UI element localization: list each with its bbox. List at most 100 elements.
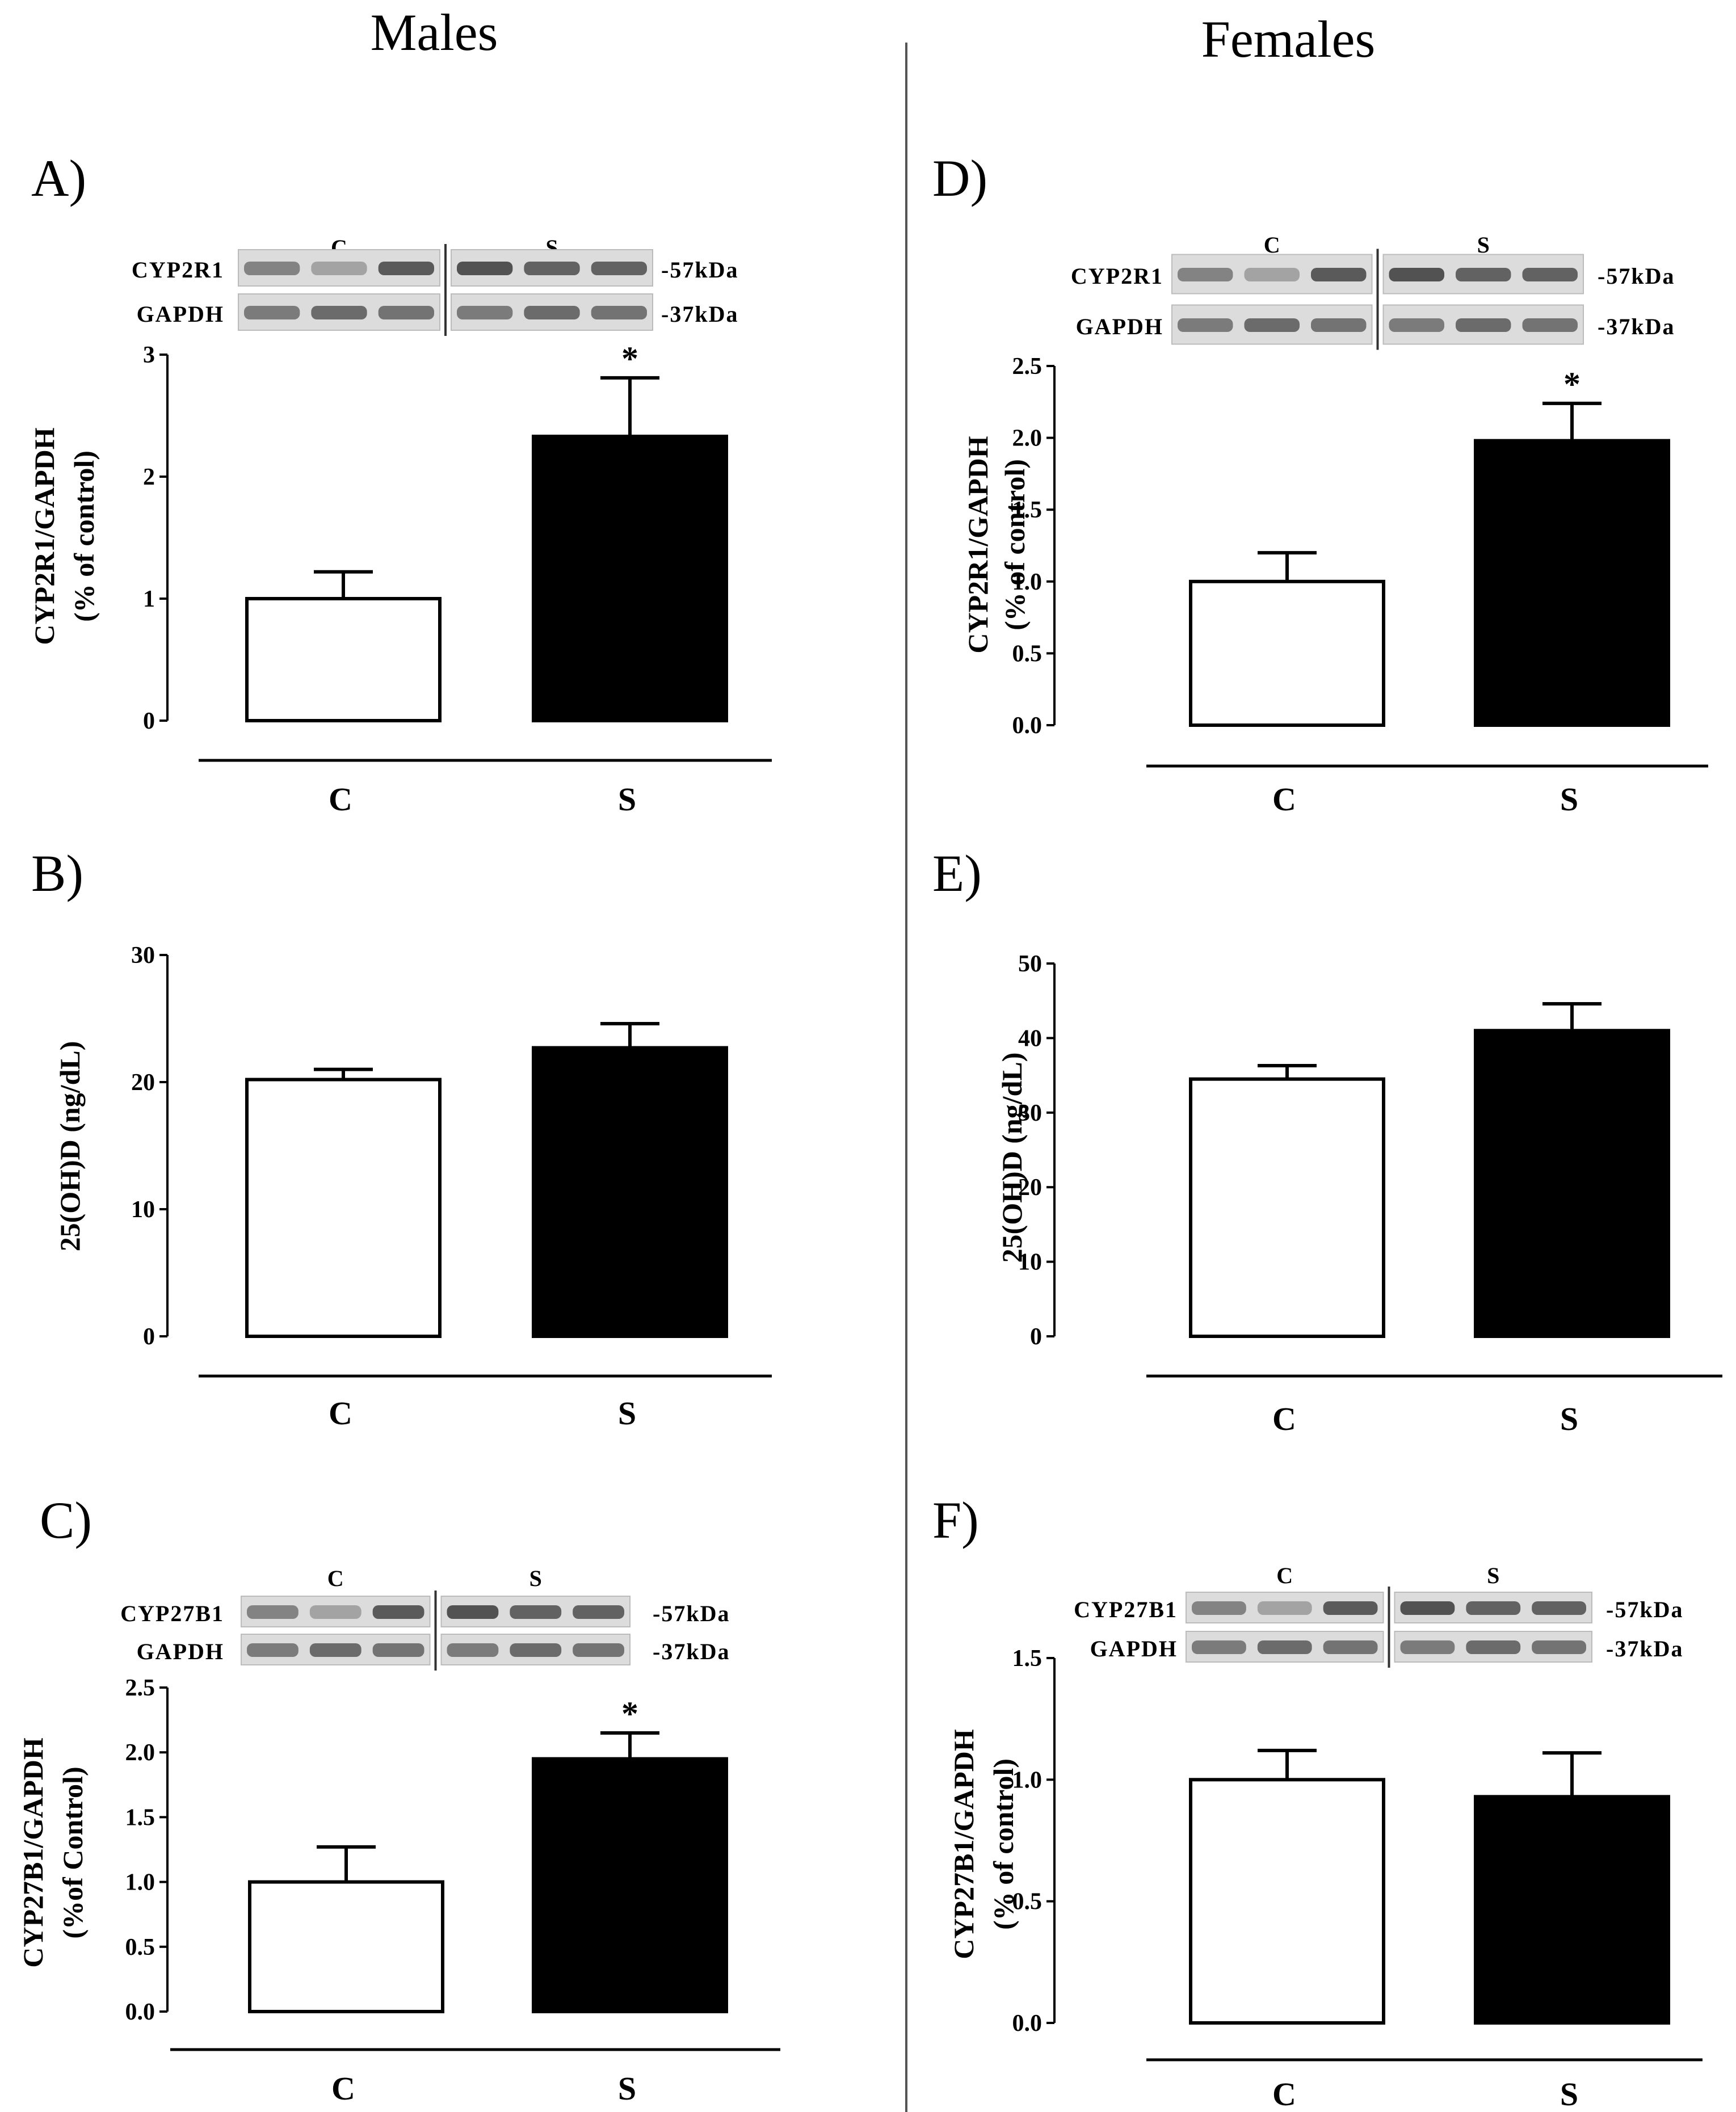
y-tick-label: 30 [131, 943, 155, 969]
y-tick-label: 0 [143, 708, 155, 734]
panel-c: C) 0.0 0.5 1.0 1.5 2.0 2.5 CYP27B1/GAPDH (%of Co… [17, 1491, 780, 2107]
bar-s [1474, 439, 1670, 727]
y-tick-label: 0.0 [125, 1999, 155, 2025]
blot-kda-label: -37kDa [1606, 1636, 1683, 1661]
category-label: S [618, 1395, 636, 1432]
panel-f: F) 0.0 0.5 1.0 1.5 CYP27B1/GAPDH (% of control… [932, 1491, 1703, 2112]
blot-band [1532, 1601, 1586, 1615]
blot-band [372, 1643, 424, 1657]
blot-band [591, 262, 647, 275]
blot-band [1192, 1640, 1246, 1654]
panel-b: B) 0 10 20 30 25(OH)D (ng/dL) C S [31, 844, 772, 1432]
blot-band [1466, 1601, 1521, 1615]
category-label: C [1272, 1400, 1296, 1437]
y-axis-title: (% of control) [987, 1758, 1019, 1930]
category-label: C [1272, 781, 1296, 818]
blot-band [1257, 1601, 1312, 1615]
blot-band [1456, 268, 1511, 281]
panel-label: D) [932, 149, 987, 207]
blot-band [1323, 1601, 1378, 1615]
blot-band [1244, 318, 1300, 332]
panel-label: F) [932, 1491, 979, 1549]
y-tick-label: 0.0 [1012, 2010, 1043, 2037]
bar-c [1189, 579, 1385, 727]
blot-band [1257, 1640, 1312, 1654]
significance-marker: * [621, 1695, 638, 1732]
blot-band [447, 1643, 499, 1657]
blot-row-label: GAPDH [137, 1639, 224, 1664]
blot-group-label: C [1264, 232, 1280, 258]
y-tick-label: 1.0 [1012, 1767, 1043, 1793]
western-blot: C S CYP27B1 -57kDa GAPDH -37kDa [120, 1566, 730, 1671]
category-label: C [1272, 2076, 1296, 2112]
category-label: S [618, 781, 636, 818]
y-axis-title: 25(OH)D (ng/dL) [54, 1041, 86, 1252]
blot-group-label: S [1487, 1563, 1499, 1588]
y-axis-title: CYP27B1/GAPDH [948, 1729, 980, 1959]
bar-s [1474, 1029, 1670, 1338]
blot-band [591, 306, 647, 319]
blot-band [1178, 268, 1233, 281]
y-tick-label: 1 [143, 586, 155, 612]
blot-group-label: C [327, 1566, 344, 1591]
y-tick-label: 20 [1018, 1175, 1042, 1201]
blot-band [573, 1605, 624, 1619]
males-column-title: Males [371, 3, 498, 61]
bar-c [1189, 1778, 1385, 2025]
blot-row-label: CYP2R1 [132, 257, 224, 283]
y-tick-label: 2 [143, 464, 155, 490]
y-tick-label: 50 [1018, 951, 1042, 977]
blot-band [309, 1605, 362, 1619]
blot-band [244, 262, 300, 275]
panel-label: C) [40, 1491, 92, 1549]
bar-c [245, 1078, 442, 1339]
blot-band [1532, 1640, 1586, 1654]
y-tick-label: 0 [1030, 1324, 1042, 1350]
blot-band [510, 1643, 562, 1657]
y-tick-label: 10 [131, 1197, 155, 1223]
blot-row-label: GAPDH [1090, 1636, 1178, 1661]
blot-band [573, 1643, 624, 1657]
y-tick-label: 40 [1018, 1025, 1042, 1051]
western-blot: C S CYP27B1 -57kDa GAPDH -37kDa [1074, 1563, 1683, 1668]
blot-row-label: GAPDH [137, 301, 224, 327]
blot-kda-label: -57kDa [653, 1601, 730, 1626]
blot-band [1400, 1601, 1455, 1615]
y-tick-label: 2.0 [125, 1740, 155, 1766]
blot-row-label: CYP2R1 [1071, 263, 1163, 289]
blot-kda-label: -37kDa [1598, 314, 1675, 339]
blot-row-label: GAPDH [1076, 314, 1163, 339]
blot-band [1466, 1640, 1521, 1654]
blot-row-label: CYP27B1 [1074, 1597, 1178, 1622]
blot-band [1323, 1640, 1378, 1654]
bar-s [532, 435, 728, 722]
blot-band [1192, 1601, 1246, 1615]
blot-kda-label: -57kDa [1598, 263, 1675, 289]
blot-band [1389, 268, 1444, 281]
blot-band [447, 1605, 499, 1619]
y-tick-label: 3 [143, 342, 155, 368]
y-tick-label: 0.0 [1012, 713, 1043, 739]
panel-label: B) [31, 844, 83, 902]
y-tick-label: 2.5 [125, 1675, 155, 1701]
blot-band [524, 262, 580, 275]
blot-band [244, 306, 300, 319]
significance-marker: * [1563, 365, 1581, 403]
blot-row-label: CYP27B1 [120, 1601, 224, 1626]
y-tick-label: 1.0 [1012, 569, 1043, 595]
y-tick-label: 10 [1018, 1249, 1042, 1276]
category-label: S [1560, 1400, 1578, 1437]
blot-band [1456, 318, 1511, 332]
blot-band [1178, 318, 1233, 332]
y-axis-title: (% of control) [999, 459, 1031, 630]
category-label: S [1560, 2076, 1578, 2112]
y-tick-label: 20 [131, 1070, 155, 1096]
blot-band [510, 1605, 562, 1619]
bar-c [1189, 1077, 1385, 1339]
significance-marker: * [621, 340, 638, 377]
y-tick-label: 0.5 [125, 1934, 155, 1960]
bar-s [532, 1046, 728, 1339]
y-tick-label: 30 [1018, 1100, 1042, 1126]
blot-kda-label: -57kDa [1606, 1597, 1683, 1622]
